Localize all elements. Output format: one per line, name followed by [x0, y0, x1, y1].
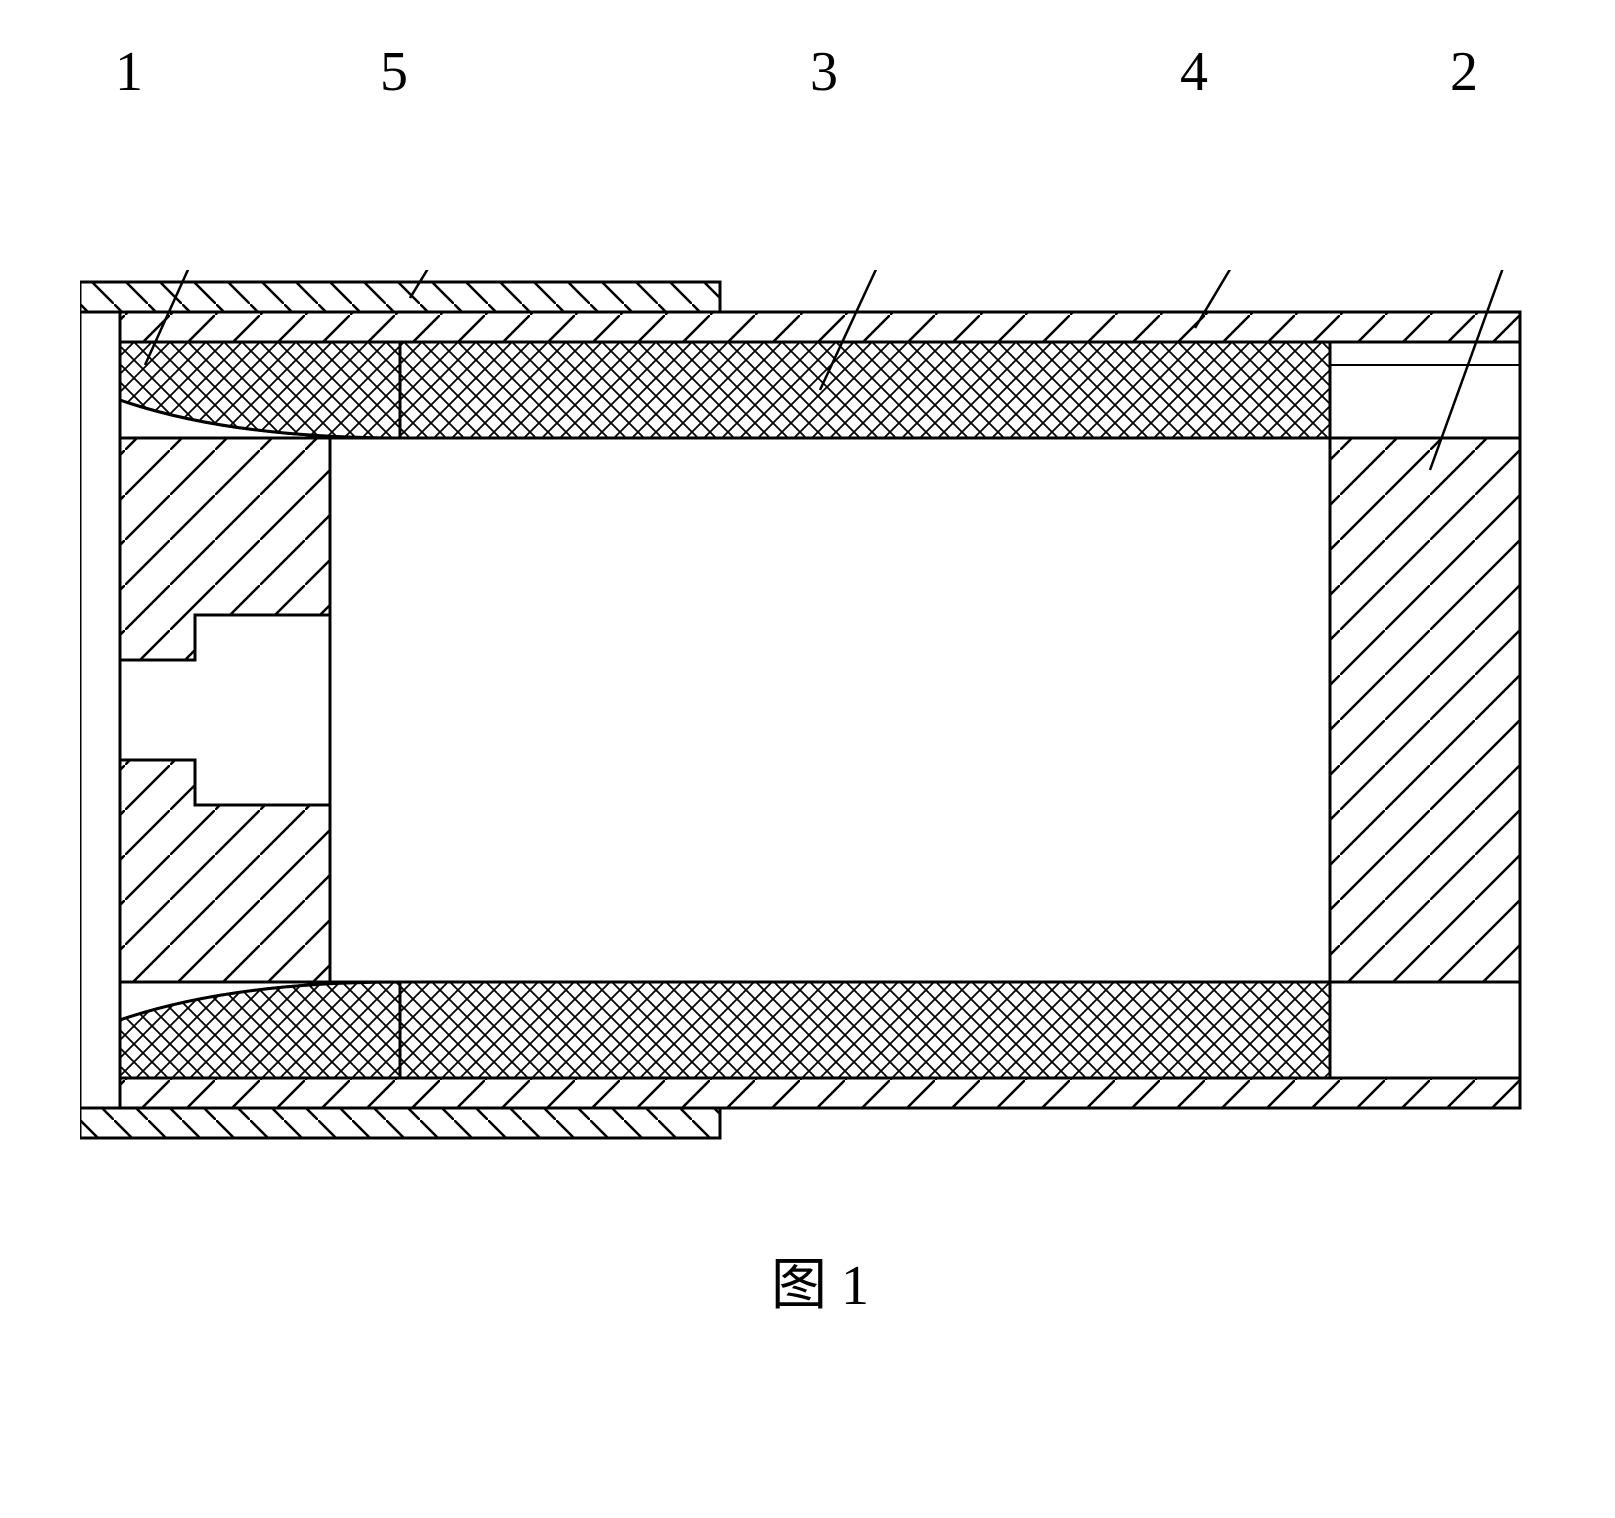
part-5-bottom	[80, 1108, 720, 1138]
part-4-bottom	[120, 1078, 1520, 1108]
label-2: 2	[1450, 40, 1478, 104]
label-4: 4	[1180, 40, 1208, 104]
cross-section-drawing	[80, 270, 1560, 1150]
part-2-upper	[1330, 342, 1520, 438]
label-3: 3	[810, 40, 838, 104]
label-5: 5	[380, 40, 408, 104]
part-2-body	[1330, 438, 1520, 982]
part-4-top	[120, 312, 1520, 342]
label-1: 1	[115, 40, 143, 104]
